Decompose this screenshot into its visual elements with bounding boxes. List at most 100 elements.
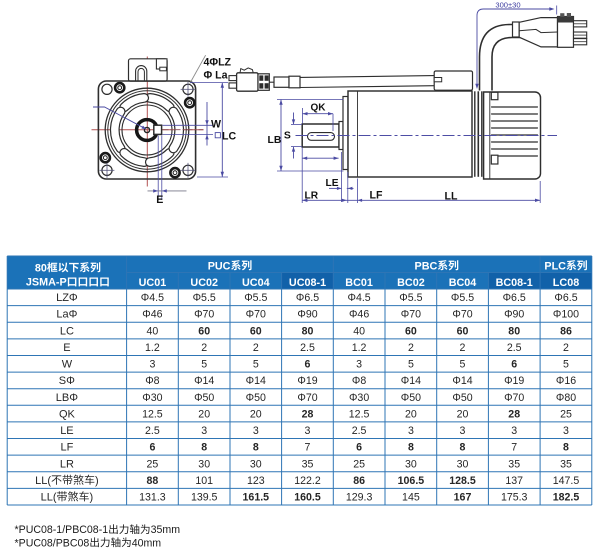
svg-text:60: 60 [405,325,417,337]
svg-text:182.5: 182.5 [553,492,580,504]
svg-text:8: 8 [563,442,569,454]
svg-text:2: 2 [563,342,569,354]
svg-text:86: 86 [560,325,572,337]
svg-text:86: 86 [353,475,365,487]
svg-text:3: 3 [356,359,362,371]
svg-text:E: E [156,194,163,206]
svg-text:40: 40 [147,325,159,337]
svg-text:LE: LE [325,178,338,189]
svg-text:20: 20 [198,408,210,420]
svg-text:40: 40 [353,325,365,337]
svg-text:30: 30 [198,458,210,470]
svg-text:28: 28 [508,408,520,420]
svg-text:Φ5.5: Φ5.5 [451,292,474,304]
svg-text:7: 7 [511,442,517,454]
svg-text:Φ70: Φ70 [194,309,214,321]
svg-text:Φ19: Φ19 [297,375,317,387]
svg-text:LZ: LZ [56,292,69,304]
svg-text:Φ: Φ [69,292,78,304]
svg-text:LL(: LL( [41,492,57,504]
svg-text:LBΦ: LBΦ [56,392,78,404]
svg-text:2: 2 [460,342,466,354]
svg-text:3: 3 [253,425,259,437]
svg-text:137: 137 [505,475,523,487]
svg-text:12.5: 12.5 [349,408,370,420]
svg-text:3: 3 [201,425,207,437]
svg-text:6: 6 [305,359,311,371]
svg-text:60: 60 [198,325,210,337]
svg-text:LR: LR [60,458,74,470]
svg-text:Φ8: Φ8 [145,375,159,387]
svg-text:2: 2 [201,342,207,354]
svg-text:145: 145 [402,492,420,504]
svg-text:4ΦLZ: 4ΦLZ [204,57,232,69]
svg-text:Φ70: Φ70 [297,392,317,404]
svg-text:300±30: 300±30 [495,0,520,9]
svg-text:35: 35 [508,458,520,470]
svg-text:LF: LF [61,442,74,454]
svg-text:Φ6.5: Φ6.5 [296,292,319,304]
svg-text:20: 20 [250,408,262,420]
svg-text:LL: LL [445,191,458,203]
svg-text:LL(: LL( [35,475,51,487]
svg-text:Φ46: Φ46 [349,309,369,321]
svg-text:Φ6.5: Φ6.5 [503,292,526,304]
svg-text:LB: LB [268,135,282,146]
svg-text:80: 80 [302,325,314,337]
svg-text:25: 25 [353,458,365,470]
svg-text:12.5: 12.5 [142,408,163,420]
svg-text:BC08-1: BC08-1 [496,277,533,289]
svg-text:8: 8 [201,442,207,454]
svg-text:35: 35 [302,458,314,470]
svg-text:PUC: PUC [208,260,231,272]
svg-text:LC: LC [222,131,236,143]
svg-text:LC08: LC08 [553,277,579,289]
svg-text:2.5: 2.5 [352,425,367,437]
svg-text:2: 2 [253,342,259,354]
svg-text:139.5: 139.5 [191,492,218,504]
svg-text:LE: LE [60,425,73,437]
svg-text:8: 8 [460,442,466,454]
svg-text:123: 123 [247,475,265,487]
svg-text:Φ14: Φ14 [401,375,421,387]
svg-text:PLC: PLC [544,260,566,272]
svg-text:175.3: 175.3 [501,492,528,504]
svg-text:LC: LC [60,325,74,337]
svg-text:JSMA-P: JSMA-P [26,277,67,289]
svg-text:35mm: 35mm [151,524,181,536]
svg-text:20: 20 [405,408,417,420]
svg-text:Φ70: Φ70 [504,392,524,404]
svg-text:QK: QK [59,408,76,420]
svg-text:Φ70: Φ70 [452,309,472,321]
svg-text:35: 35 [560,458,572,470]
svg-text:Φ70: Φ70 [246,309,266,321]
svg-text:160.5: 160.5 [294,492,321,504]
svg-text:80: 80 [508,325,520,337]
svg-text:*PUC08/PBC08: *PUC08/PBC08 [15,537,90,549]
svg-text:88: 88 [147,475,159,487]
svg-text:30: 30 [457,458,469,470]
svg-text:Φ14: Φ14 [246,375,266,387]
svg-text:122.2: 122.2 [294,475,321,487]
svg-text:Φ50: Φ50 [194,392,214,404]
svg-text:2.5: 2.5 [300,342,315,354]
svg-text:QK: QK [311,103,327,114]
svg-text:5: 5 [201,359,207,371]
svg-text:Φ6.5: Φ6.5 [554,292,577,304]
svg-text:3: 3 [511,425,517,437]
svg-text:128.5: 128.5 [449,475,476,487]
svg-text:5: 5 [408,359,414,371]
svg-text:131.3: 131.3 [139,492,166,504]
svg-text:25: 25 [560,408,572,420]
svg-text:60: 60 [457,325,469,337]
svg-text:28: 28 [302,408,314,420]
svg-text:LaΦ: LaΦ [56,309,77,321]
svg-text:167: 167 [454,492,472,504]
svg-text:UC04: UC04 [242,277,270,289]
svg-text:25: 25 [147,458,159,470]
svg-text:30: 30 [405,458,417,470]
svg-text:UC02: UC02 [190,277,218,289]
svg-text:Φ100: Φ100 [553,309,579,321]
svg-text:7: 7 [305,442,311,454]
svg-text:S: S [284,130,291,141]
